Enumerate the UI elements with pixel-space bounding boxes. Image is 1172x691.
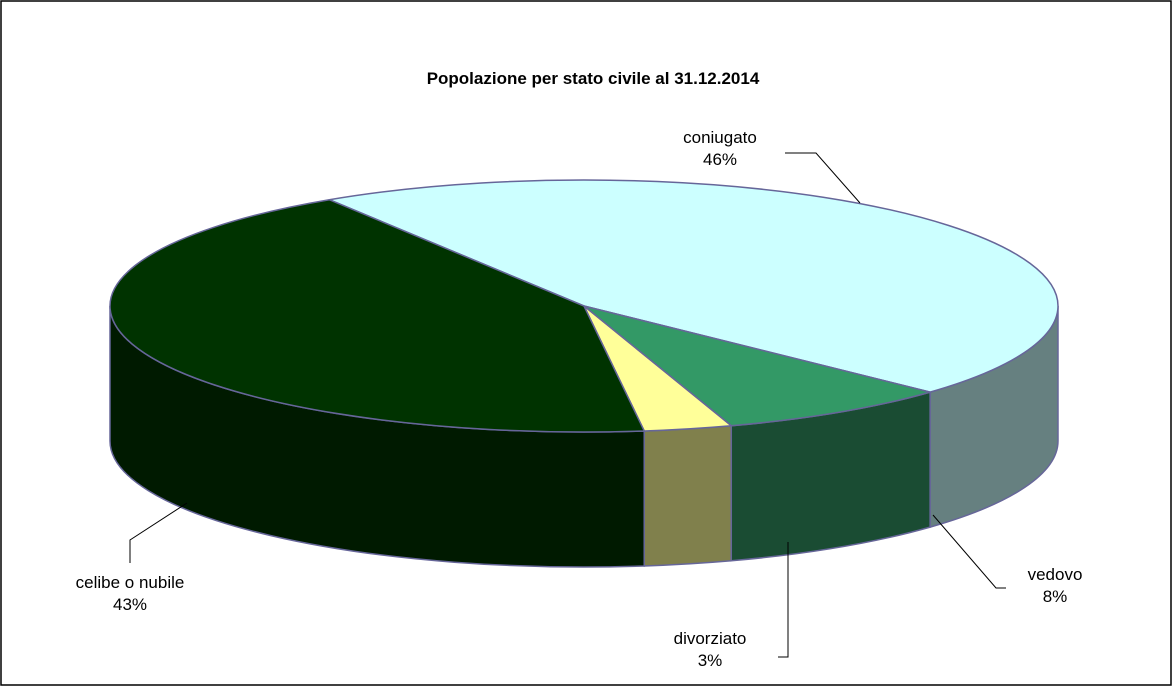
slice-label-celibe-o-nubile: celibe o nubile bbox=[76, 573, 185, 592]
slice-side-divorziato bbox=[643, 424, 733, 567]
leader-line-divorziato bbox=[778, 542, 789, 658]
leader-line-celibe-o-nubile bbox=[129, 502, 188, 563]
slice-percent-divorziato: 3% bbox=[698, 651, 723, 670]
leader-line-vedovo bbox=[932, 514, 1006, 589]
slice-top-vedovo bbox=[583, 305, 931, 427]
slice-label-coniugato: coniugato bbox=[683, 128, 757, 147]
slice-percent-coniugato: 46% bbox=[703, 150, 737, 169]
slice-percent-vedovo: 8% bbox=[1043, 587, 1068, 606]
slice-label-vedovo: vedovo bbox=[1028, 565, 1083, 584]
slice-top-celibe-o-nubile bbox=[109, 198, 645, 433]
slice-top-coniugato bbox=[328, 179, 1059, 393]
slice-label-divorziato: divorziato bbox=[674, 629, 747, 648]
slice-percent-celibe-o-nubile: 43% bbox=[113, 595, 147, 614]
leader-line-coniugato bbox=[785, 152, 861, 204]
chart-title: Popolazione per stato civile al 31.12.20… bbox=[427, 69, 760, 88]
